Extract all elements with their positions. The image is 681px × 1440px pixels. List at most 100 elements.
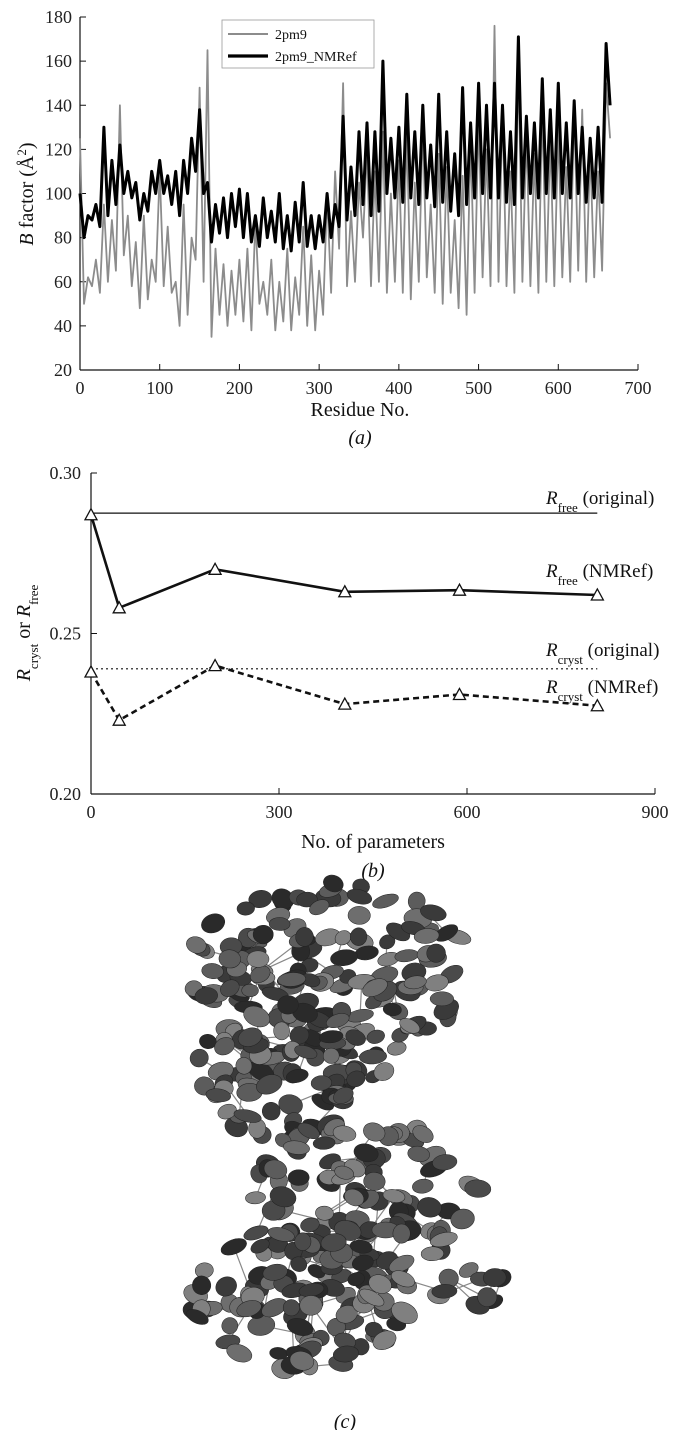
x-axis-label: No. of parameters <box>301 831 445 853</box>
atom-ellipsoid <box>330 949 358 967</box>
atom-ellipsoid <box>332 1125 357 1142</box>
atom-ellipsoid <box>287 1169 310 1186</box>
atom-ellipsoid <box>399 1018 421 1034</box>
y-tick-label: 60 <box>54 272 72 292</box>
panel-label-c: (c) <box>334 1411 357 1430</box>
atom-ellipsoid <box>310 1075 332 1091</box>
atom-ellipsoid <box>391 1301 418 1324</box>
x-tick-label: 300 <box>266 802 293 822</box>
triangle-marker <box>337 584 352 598</box>
atom-ellipsoid <box>221 1317 239 1335</box>
atom-ellipsoid <box>322 1047 340 1064</box>
atom-ellipsoid <box>334 1165 355 1180</box>
legend-label-2pm9: 2pm9 <box>275 28 307 43</box>
triangle-marker <box>112 600 127 614</box>
atom-ellipsoid <box>233 1109 262 1123</box>
x-tick-label: 600 <box>545 378 572 398</box>
panel-label-b: (b) <box>361 860 385 882</box>
atom-ellipsoid <box>312 1136 336 1150</box>
atom-ellipsoid <box>388 1254 415 1273</box>
atom-ellipsoid <box>262 1263 288 1281</box>
atom-ellipsoid <box>218 949 241 969</box>
atom-ellipsoid <box>201 913 226 934</box>
atom-ellipsoid <box>282 1299 300 1317</box>
atom-ellipsoid <box>186 1309 209 1325</box>
atom-ellipsoid <box>346 888 373 905</box>
atom-ellipsoid <box>267 1227 295 1242</box>
x-axis-label: Residue No. <box>311 399 410 421</box>
atom-ellipsoid <box>382 1189 406 1203</box>
atom-ellipsoid <box>347 1272 365 1287</box>
y-tick-label: 120 <box>45 139 72 159</box>
atom-ellipsoid <box>326 1013 350 1029</box>
series-annotation: Rfree (original) <box>545 488 654 515</box>
atom-ellipsoid <box>392 1223 411 1244</box>
triangle-marker <box>207 561 223 575</box>
triangle-marker <box>83 507 99 521</box>
atom-ellipsoid <box>289 1026 310 1045</box>
triangle-marker <box>590 698 605 712</box>
atom-ellipsoid <box>424 974 449 992</box>
atom-ellipsoid <box>420 904 447 922</box>
triangle-marker <box>207 658 223 672</box>
atom-ellipsoid <box>333 1086 354 1105</box>
atom-ellipsoid <box>189 1048 209 1068</box>
y-axis-label: B factor (Å2) <box>14 142 39 245</box>
atom-ellipsoid <box>368 1274 392 1294</box>
atom-ellipsoid <box>323 874 344 893</box>
atom-ellipsoid <box>252 925 274 944</box>
y-tick-label: 160 <box>45 51 72 71</box>
atom-ellipsoid <box>289 1351 315 1371</box>
atom-ellipsoid <box>245 1191 266 1205</box>
atom-ellipsoid <box>205 1088 231 1103</box>
atom-ellipsoid <box>243 1225 269 1241</box>
atom-ellipsoid <box>297 1122 320 1140</box>
atom-ellipsoid <box>349 1239 373 1254</box>
atom-ellipsoid <box>413 928 440 944</box>
y-tick-label: 80 <box>54 228 72 248</box>
atom-ellipsoid <box>250 1238 270 1254</box>
atom-ellipsoid <box>366 1029 385 1044</box>
atom-ellipsoid <box>273 1021 290 1041</box>
atom-ellipsoid <box>412 1125 434 1143</box>
atom-ellipsoid <box>271 888 295 910</box>
panel-b-caption: (b) <box>361 860 385 882</box>
series-line-2pm9-nmref <box>78 35 612 253</box>
x-tick-label: 0 <box>76 378 85 398</box>
legend-box <box>221 19 375 69</box>
atom-ellipsoid <box>299 1295 323 1316</box>
atom-ellipsoid <box>269 1186 297 1208</box>
y-tick-label: 40 <box>54 316 72 336</box>
atom-ellipsoid <box>364 1321 383 1338</box>
triangle-marker <box>452 687 467 701</box>
x-tick-label: 400 <box>385 378 412 398</box>
atom-ellipsoid <box>345 1029 366 1046</box>
atom-ellipsoid <box>318 1030 344 1044</box>
atom-ellipsoid <box>277 995 299 1015</box>
atom-ellipsoid <box>296 891 318 908</box>
atom-ellipsoid <box>241 984 259 997</box>
y-tick-label: 0.30 <box>50 463 82 483</box>
y-axis-label: Rcryst or Rfree <box>13 584 41 682</box>
atom-ellipsoid <box>420 1246 444 1262</box>
atom-ellipsoid <box>359 1288 385 1307</box>
r-factor-chart: 0 300 600 900 0.20 0.25 0.30 Rfree (original) R… <box>13 463 669 853</box>
series-annotation: Rcryst (NMRef) <box>545 677 658 704</box>
atom-ellipsoid <box>215 1276 237 1297</box>
atom-ellipsoid <box>214 1037 235 1056</box>
atom-ellipsoid <box>403 975 427 990</box>
atom-ellipsoid <box>362 978 388 997</box>
y-tick-label: 140 <box>45 95 72 115</box>
legend-label-nmref: 2pm9_NMRef <box>275 50 357 65</box>
atom-ellipsoid <box>277 972 306 987</box>
triangle-marker <box>112 712 127 726</box>
atom-ellipsoid <box>237 1027 263 1047</box>
y-tick-label: 0.25 <box>50 624 82 644</box>
atom-ellipsoid <box>192 1275 212 1295</box>
series-line-rfree-nmref <box>89 514 598 610</box>
series-annotation: Rfree (NMRef) <box>545 561 653 588</box>
x-tick-label: 0 <box>87 802 96 822</box>
atom-ellipsoid <box>285 1068 309 1083</box>
y-tick-label: 20 <box>54 360 72 380</box>
x-tick-label: 200 <box>226 378 253 398</box>
